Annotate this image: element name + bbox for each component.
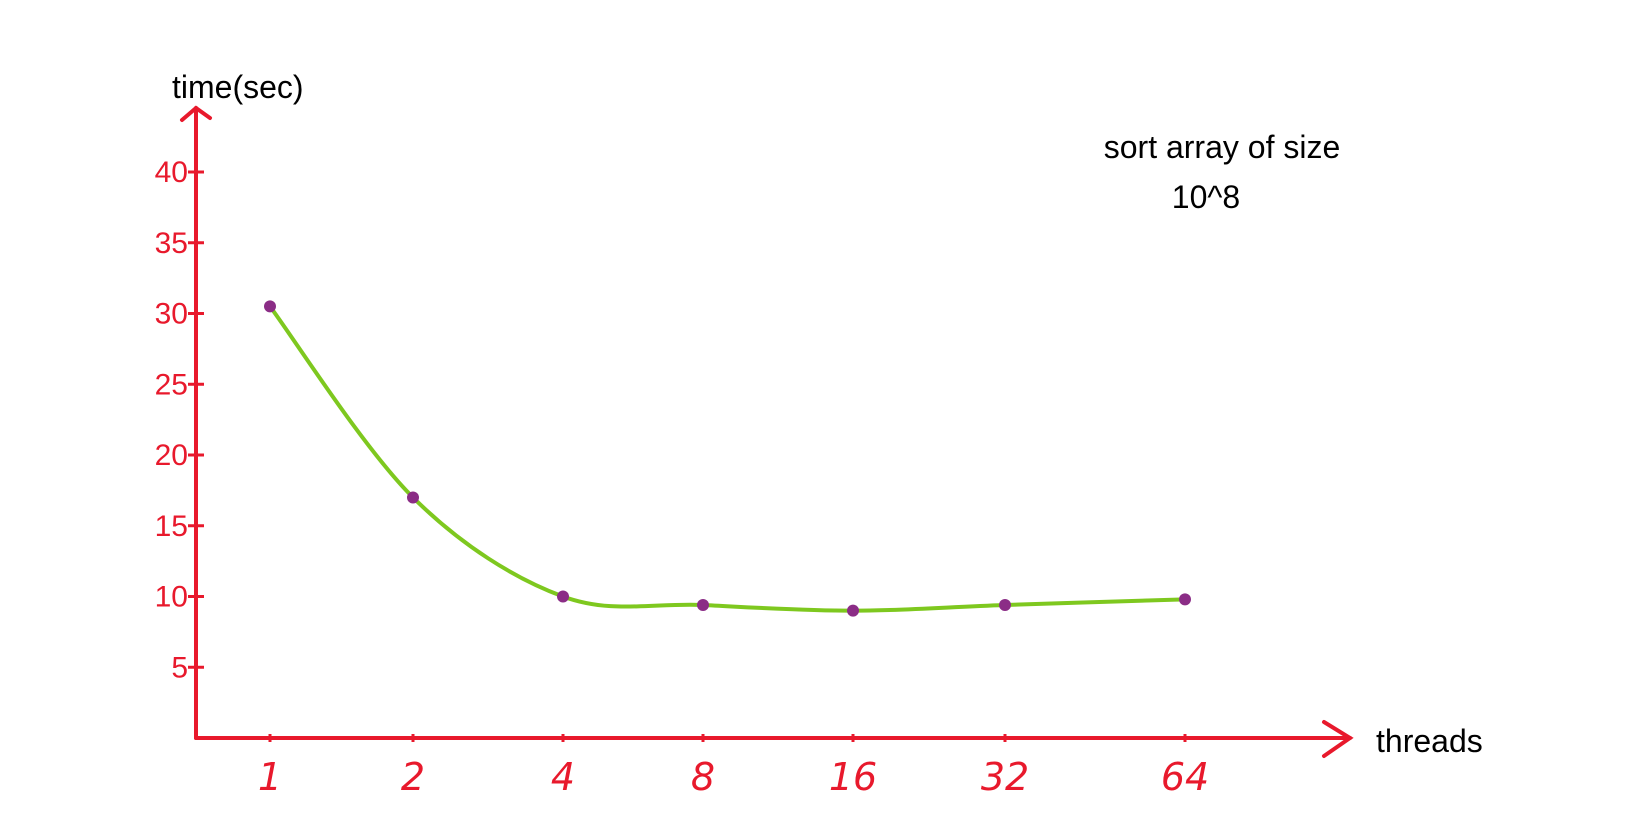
x-tick-label: 4 — [551, 755, 575, 799]
series-line — [268, 304, 1187, 613]
y-tick-label: 35 — [155, 227, 188, 260]
x-axis-label: threads — [1376, 723, 1483, 759]
data-point-2 — [407, 491, 419, 504]
data-point-1 — [264, 300, 276, 313]
x-tick-label: 8 — [691, 755, 715, 799]
y-tick-label: 5 — [171, 651, 188, 684]
x-ticks: 1 2 4 8 16 32 64 — [258, 734, 1209, 799]
y-tick-label: 40 — [155, 156, 188, 189]
chart-subtitle: 10^8 — [1172, 179, 1240, 215]
x-tick-label: 1 — [258, 755, 282, 799]
x-tick-label: 64 — [1161, 755, 1209, 799]
y-tick-label: 25 — [155, 368, 188, 401]
data-point-8 — [697, 598, 709, 611]
x-tick-label: 2 — [401, 755, 425, 799]
chart-title: sort array of size — [1104, 129, 1341, 165]
y-axis-label: time(sec) — [172, 69, 304, 105]
x-tick-label: 32 — [981, 755, 1029, 799]
y-ticks: 5 10 15 20 25 30 35 40 — [155, 156, 204, 684]
y-tick-label: 15 — [155, 510, 188, 543]
data-point-32 — [999, 598, 1011, 611]
x-axis-arrow — [1322, 720, 1354, 758]
y-tick-label: 10 — [155, 581, 188, 614]
data-point-4 — [557, 590, 569, 603]
y-axis-arrow — [180, 105, 212, 122]
data-point-16 — [847, 604, 859, 617]
data-point-64 — [1179, 593, 1191, 606]
y-tick-label: 20 — [155, 439, 188, 472]
data-points — [264, 300, 1191, 617]
x-tick-label: 16 — [829, 755, 877, 799]
y-tick-label: 30 — [155, 298, 188, 331]
